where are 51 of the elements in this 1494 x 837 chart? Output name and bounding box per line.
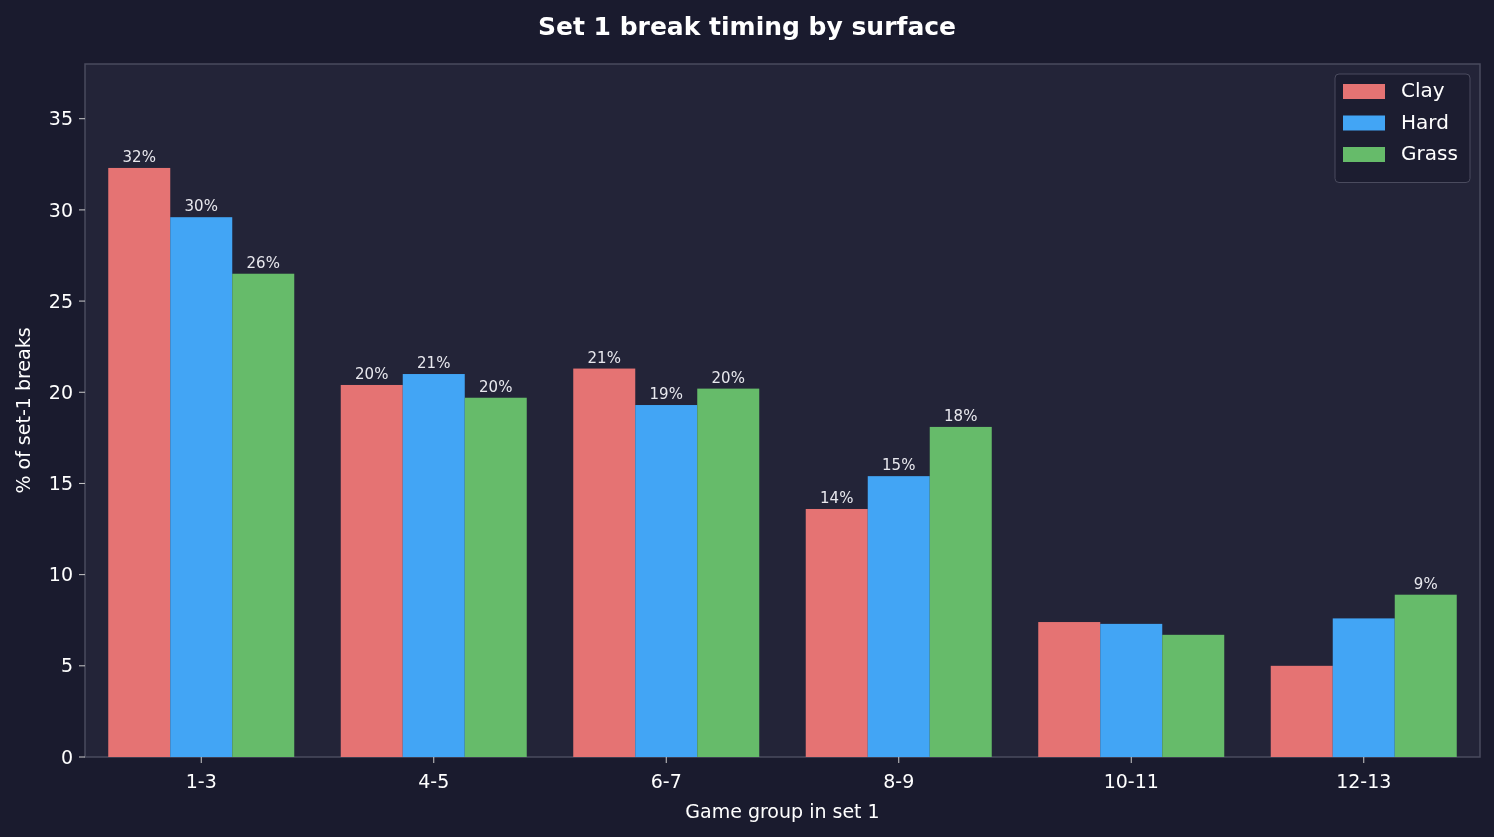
x-tick-label: 12-13	[1336, 770, 1392, 792]
data-label: 15%	[882, 456, 916, 475]
bar	[402, 374, 465, 757]
bar	[1038, 622, 1101, 757]
data-label: 14%	[820, 488, 854, 507]
legend-label: Hard	[1401, 109, 1449, 134]
y-tick-label: 30	[48, 198, 73, 221]
x-tick-label: 6-7	[650, 770, 682, 792]
y-tick-label: 20	[48, 380, 73, 403]
x-axis-title: Game group in set 1	[685, 800, 880, 822]
chart-title: Set 1 break timing by surface	[537, 12, 957, 41]
bar	[340, 384, 403, 757]
y-tick-label: 25	[48, 289, 73, 312]
data-label: 30%	[184, 197, 218, 216]
bar	[1270, 665, 1333, 757]
x-tick-label: 4-5	[418, 770, 450, 792]
legend-label: Grass	[1401, 141, 1458, 165]
bar	[1162, 634, 1225, 757]
y-axis-title: % of set-1 breaks	[12, 327, 34, 494]
data-label: 9%	[1413, 574, 1438, 593]
bar	[867, 476, 930, 757]
bar	[1100, 623, 1163, 757]
x-tick-label: 8-9	[883, 770, 915, 792]
bar	[1332, 618, 1395, 757]
bar	[1394, 594, 1457, 757]
y-tick-label: 10	[48, 563, 73, 586]
bar	[464, 397, 527, 757]
y-tick-label: 15	[48, 472, 73, 495]
data-label: 21%	[587, 348, 621, 367]
data-label: 20%	[711, 368, 745, 387]
y-tick-label: 0	[60, 745, 73, 768]
data-label: 32%	[122, 147, 156, 166]
data-label: 19%	[649, 385, 683, 404]
bar	[232, 273, 295, 757]
bar	[170, 217, 233, 757]
bar	[573, 368, 636, 757]
bar	[108, 167, 171, 757]
data-label: 18%	[944, 406, 978, 425]
data-label: 21%	[417, 354, 451, 373]
x-tick-label: 1-3	[185, 770, 217, 792]
bar	[635, 405, 698, 757]
bar	[697, 388, 760, 757]
y-tick-label: 35	[48, 107, 73, 130]
legend-label: Clay	[1401, 78, 1445, 102]
data-label: 20%	[479, 377, 513, 396]
data-label: 20%	[355, 364, 389, 383]
bar	[805, 508, 868, 757]
bar	[929, 426, 992, 757]
y-tick-label: 5	[60, 654, 73, 677]
data-label: 26%	[246, 253, 280, 272]
x-tick-label: 10-11	[1103, 770, 1159, 792]
